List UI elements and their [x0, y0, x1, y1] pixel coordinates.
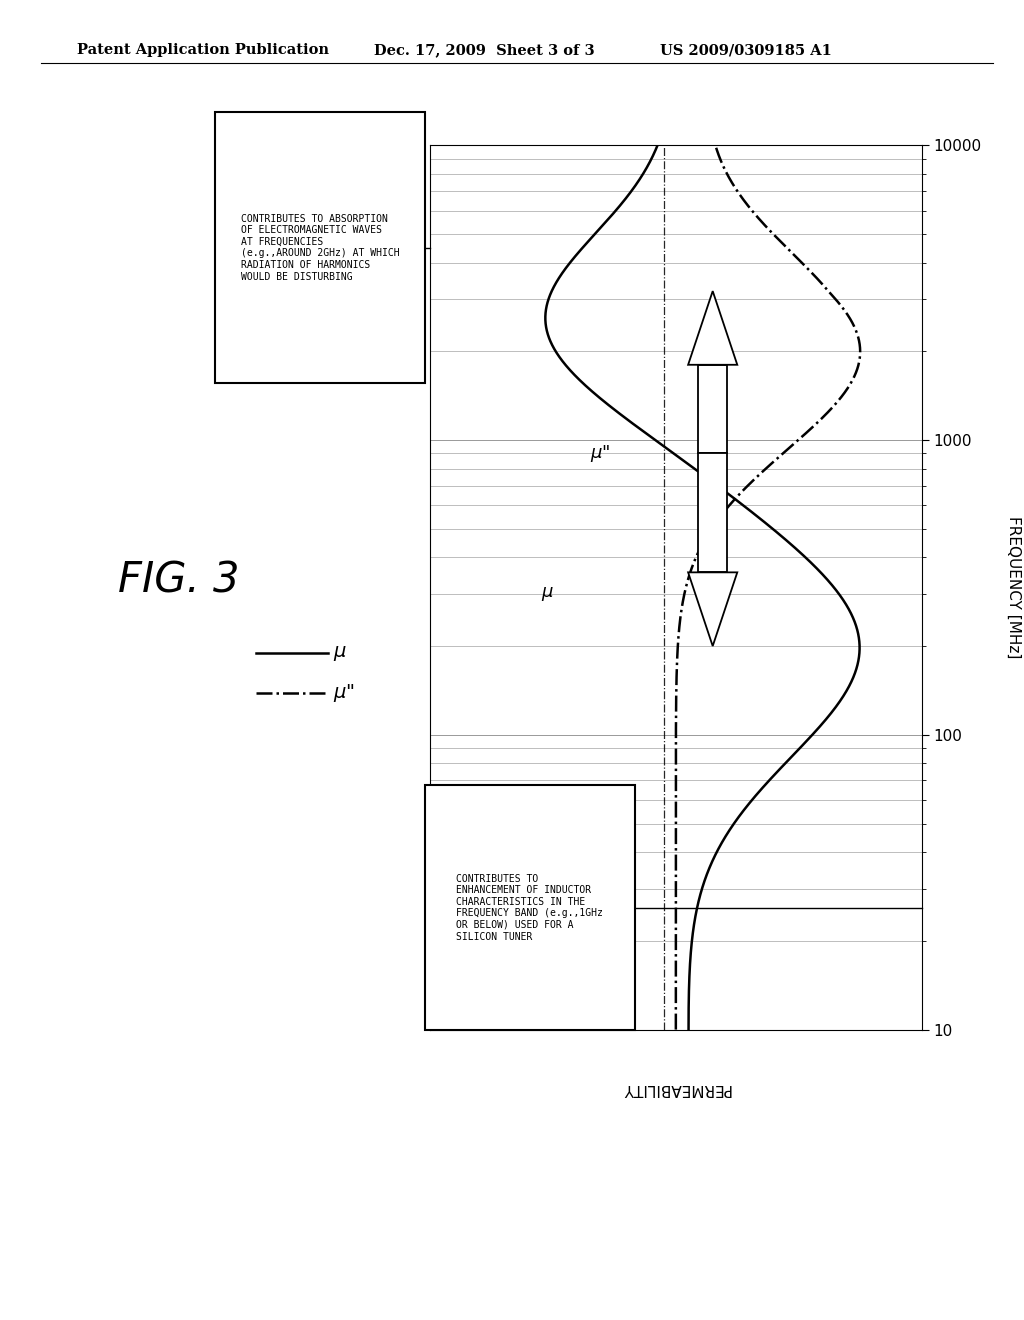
- Text: $\mu$": $\mu$": [590, 444, 610, 465]
- Text: US 2009/0309185 A1: US 2009/0309185 A1: [660, 44, 833, 57]
- Bar: [698, 364, 727, 454]
- Y-axis label: FREQUENCY [MHz]: FREQUENCY [MHz]: [1007, 516, 1022, 659]
- Text: FIG. 3: FIG. 3: [119, 560, 240, 602]
- Polygon shape: [688, 573, 737, 645]
- Text: Dec. 17, 2009  Sheet 3 of 3: Dec. 17, 2009 Sheet 3 of 3: [374, 44, 594, 57]
- Text: $\mu$: $\mu$: [333, 644, 346, 663]
- Text: $\mu$": $\mu$": [333, 682, 354, 704]
- Text: CONTRIBUTES TO ABSORPTION
OF ELECTROMAGNETIC WAVES
AT FREQUENCIES
(e.g.,AROUND 2: CONTRIBUTES TO ABSORPTION OF ELECTROMAGN…: [241, 214, 399, 281]
- Bar: [698, 454, 727, 573]
- Text: $\mu$: $\mu$: [541, 585, 554, 603]
- Polygon shape: [688, 292, 737, 364]
- Text: CONTRIBUTES TO
ENHANCEMENT OF INDUCTOR
CHARACTERISTICS IN THE
FREQUENCY BAND (e.: CONTRIBUTES TO ENHANCEMENT OF INDUCTOR C…: [457, 874, 603, 941]
- Text: PERMEABILITY: PERMEABILITY: [622, 1081, 730, 1097]
- Text: Patent Application Publication: Patent Application Publication: [77, 44, 329, 57]
